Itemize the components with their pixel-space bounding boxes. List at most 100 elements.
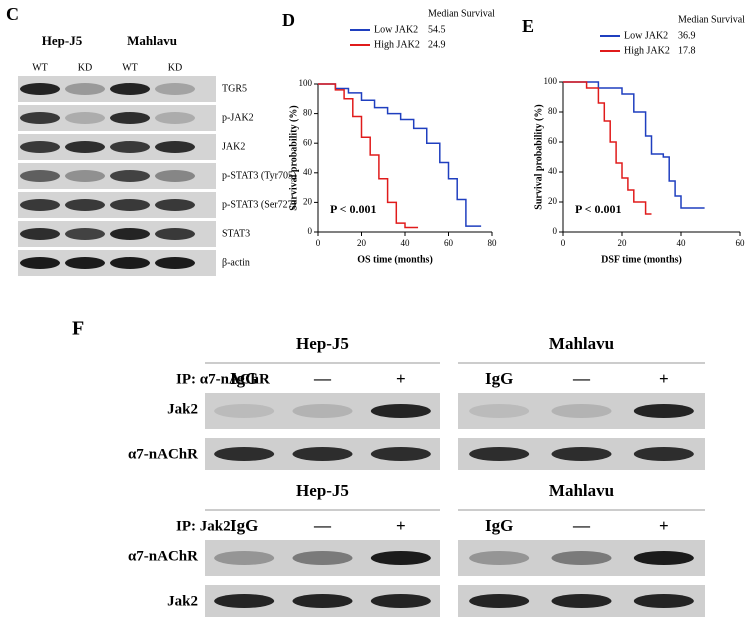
lane-label: + [659, 369, 669, 388]
lane-label: IgG [230, 369, 258, 388]
x-tick-label: 0 [316, 238, 321, 248]
y-tick-label: 20 [548, 196, 558, 206]
group-label: Hep-J5 [42, 33, 83, 48]
y-axis-label: Survival probability (%) [288, 105, 299, 210]
lane-label: IgG [485, 516, 513, 535]
group-label: Hep-J5 [296, 334, 349, 353]
blot-band [469, 404, 530, 418]
row-label: α7-nAChR [128, 446, 198, 462]
row-label: Jak2 [167, 401, 198, 417]
y-tick-label: 0 [553, 226, 558, 236]
blot-band [20, 112, 60, 124]
panel-label: E [522, 16, 534, 36]
x-tick-label: 20 [618, 238, 628, 248]
blot-band [110, 83, 150, 95]
blot-band [20, 83, 60, 95]
blot-band [551, 551, 612, 565]
median-value: 24.9 [428, 39, 446, 50]
x-axis-label: OS time (months) [357, 254, 433, 265]
y-tick-label: 20 [303, 196, 313, 206]
blot-band [65, 141, 105, 153]
lane-label: WT [32, 62, 48, 73]
blot-band [370, 551, 431, 565]
blot-band [370, 594, 431, 608]
blot-band [633, 551, 694, 565]
blot-band [292, 404, 353, 418]
legend-title: Median Survival [678, 14, 745, 25]
row-label: p-STAT3 (Tyr705) [222, 170, 296, 181]
x-tick-label: 60 [444, 238, 454, 248]
panel-label: F [72, 318, 84, 340]
group-label: Mahlavu [549, 481, 614, 500]
blot-band [65, 112, 105, 124]
row-label: TGR5 [222, 83, 247, 94]
x-tick-label: 60 [736, 238, 746, 248]
blot-band [633, 594, 694, 608]
survival-line [318, 83, 482, 227]
lane-label: IgG [485, 369, 513, 388]
blot-band [65, 199, 105, 211]
blot-band [370, 447, 431, 461]
blot-band [20, 228, 60, 240]
blot-band [633, 447, 694, 461]
blot-band [214, 447, 275, 461]
survival-line [563, 81, 652, 215]
blot-band [214, 594, 275, 608]
group-label: Mahlavu [549, 334, 614, 353]
ip-label: IP: α7-nAChR [176, 371, 270, 387]
x-tick-label: 40 [401, 238, 411, 248]
panel-label: D [282, 10, 295, 30]
y-tick-label: 40 [548, 166, 558, 176]
blot-band [214, 551, 275, 565]
legend-label: High JAK2 [624, 45, 670, 56]
y-tick-label: 100 [299, 78, 313, 88]
legend-label: High JAK2 [374, 39, 420, 50]
lane-label: — [313, 516, 332, 535]
x-tick-label: 80 [488, 238, 498, 248]
blot-band [65, 228, 105, 240]
group-label: Mahlavu [127, 33, 177, 48]
lane-label: IgG [230, 516, 258, 535]
survival-line [563, 81, 705, 209]
row-label: Jak2 [167, 593, 198, 609]
blot-band [155, 199, 195, 211]
legend-title: Median Survival [428, 8, 495, 19]
y-tick-label: 100 [544, 76, 558, 86]
median-value: 17.8 [678, 45, 696, 56]
blot-band [155, 83, 195, 95]
y-tick-label: 80 [548, 106, 558, 116]
lane-label: WT [122, 62, 138, 73]
x-tick-label: 40 [677, 238, 687, 248]
blot-band [110, 170, 150, 182]
survival-line [318, 83, 419, 229]
row-label: β-actin [222, 257, 250, 268]
lane-label: KD [78, 62, 92, 73]
blot-band [110, 228, 150, 240]
y-axis-label: Survival probability (%) [533, 104, 544, 209]
annotation: P < 0.001 [330, 202, 377, 216]
lane-label: + [396, 369, 406, 388]
blot-band [65, 257, 105, 269]
blot-band [155, 228, 195, 240]
blot-band [155, 141, 195, 153]
blot-band [65, 170, 105, 182]
annotation: P < 0.001 [575, 202, 622, 216]
y-tick-label: 80 [303, 108, 313, 118]
row-label: STAT3 [222, 228, 250, 239]
lane-label: — [313, 369, 332, 388]
blot-band [370, 404, 431, 418]
blot-band [633, 404, 694, 418]
blot-band [551, 447, 612, 461]
blot-band [469, 551, 530, 565]
legend-label: Low JAK2 [374, 24, 418, 35]
row-label: JAK2 [222, 141, 245, 152]
blot-band [110, 141, 150, 153]
ip-label: IP: Jak2 [176, 518, 231, 534]
median-value: 54.5 [428, 24, 446, 35]
blot-band [292, 594, 353, 608]
row-label: α7-nAChR [128, 548, 198, 564]
lane-label: — [572, 516, 591, 535]
x-tick-label: 20 [357, 238, 367, 248]
row-label: p-STAT3 (Ser727) [222, 199, 296, 210]
